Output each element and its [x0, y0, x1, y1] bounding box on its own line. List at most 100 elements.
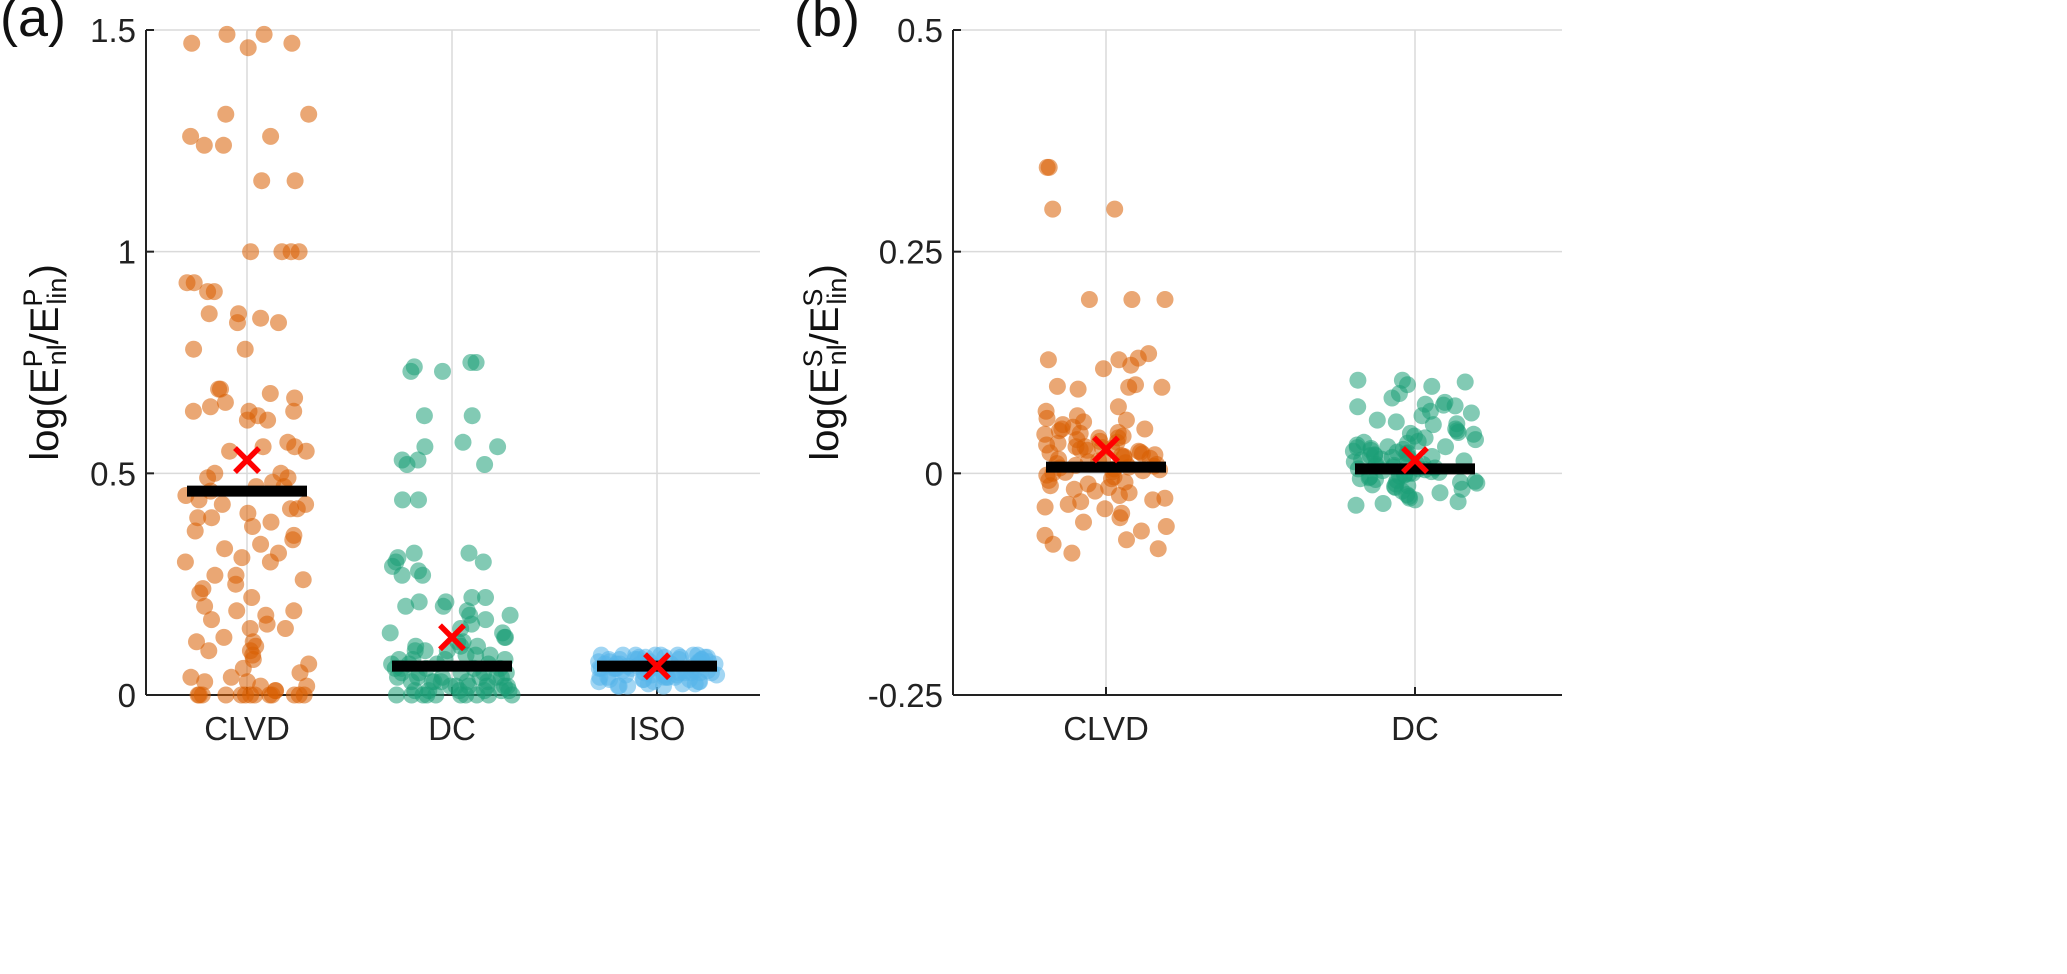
data-point [1347, 496, 1365, 514]
data-point [241, 620, 259, 637]
data-point [1449, 493, 1467, 511]
data-point [216, 393, 234, 411]
data-point [434, 597, 452, 615]
data-point [1069, 380, 1087, 398]
data-point [188, 633, 205, 651]
data-point [218, 25, 236, 43]
x-tick-label: ISO [629, 710, 686, 747]
data-point [416, 438, 434, 456]
data-point [414, 566, 432, 584]
y-tick-label: 0.25 [879, 234, 943, 271]
data-point [467, 354, 485, 371]
mean-marker [1092, 435, 1120, 464]
data-point [1449, 424, 1467, 441]
data-point [227, 575, 245, 593]
data-point [239, 39, 257, 57]
data-point [276, 620, 294, 637]
data-point [206, 566, 224, 584]
series-iso [590, 646, 726, 695]
data-point [191, 584, 209, 602]
data-point [243, 589, 261, 606]
series-dc [381, 354, 521, 704]
y-axis-label: log(EPnl/EPlin) [18, 264, 72, 461]
data-point [196, 597, 214, 615]
data-point [255, 25, 273, 43]
mean-marker [1401, 446, 1429, 474]
data-point [1036, 498, 1054, 516]
data-point [1048, 377, 1066, 395]
y-axis-label-part: nl [822, 344, 852, 365]
data-point [286, 389, 304, 407]
x-tick-label: CLVD [204, 710, 290, 747]
data-point [397, 597, 415, 615]
y-axis-label-part: S [798, 289, 828, 307]
data-point [1153, 378, 1171, 396]
data-point [263, 686, 281, 704]
data-point [639, 675, 657, 693]
data-point [398, 456, 416, 473]
data-point [1122, 356, 1140, 374]
data-point [1144, 491, 1162, 509]
y-axis-label-part: ) [23, 264, 67, 277]
data-point [1123, 291, 1141, 308]
data-point [200, 642, 218, 660]
data-point [184, 402, 202, 420]
data-point [270, 314, 287, 332]
data-point [215, 136, 232, 154]
y-tick-label: 1 [118, 234, 136, 271]
data-point [294, 571, 312, 589]
data-point [217, 105, 235, 123]
data-point [258, 615, 276, 633]
data-point [1111, 509, 1129, 527]
data-point [261, 385, 279, 402]
y-axis-label-part: S [798, 349, 828, 367]
data-point [1383, 389, 1401, 407]
data-point [203, 509, 221, 527]
data-point [1039, 351, 1057, 369]
data-point [1374, 495, 1392, 512]
data-point [1136, 420, 1154, 438]
y-tick-label: 0 [925, 455, 943, 492]
data-point [1041, 477, 1059, 495]
y-tick-label: 0.5 [897, 12, 943, 49]
data-point [1446, 397, 1464, 415]
data-point [284, 531, 302, 549]
data-point [674, 675, 692, 693]
data-point [655, 677, 672, 695]
y-tick-label: -0.25 [868, 677, 943, 714]
data-point [476, 456, 494, 473]
data-point [178, 274, 196, 292]
data-point [285, 402, 303, 420]
data-point [1368, 411, 1386, 429]
data-point [1040, 158, 1058, 176]
data-point [489, 438, 507, 456]
data-point [186, 522, 204, 540]
y-axis-label: log(ESnl/ESlin) [798, 264, 852, 461]
data-point [195, 136, 213, 154]
data-point [239, 504, 257, 522]
data-point [286, 172, 304, 190]
y-tick-label: 0 [118, 677, 136, 714]
data-point [389, 668, 406, 686]
data-point [463, 589, 481, 606]
data-point [686, 675, 704, 693]
data-point [199, 283, 217, 301]
data-point [300, 105, 318, 123]
data-point [1117, 411, 1135, 429]
data-point [217, 686, 235, 704]
data-point [232, 686, 250, 704]
data-point [1437, 438, 1454, 456]
data-point [1149, 540, 1167, 558]
data-point [410, 593, 428, 611]
data-point [176, 553, 194, 571]
data-point [242, 243, 260, 261]
data-point [252, 309, 270, 327]
data-point [212, 380, 229, 398]
data-point [262, 127, 280, 145]
data-point [1423, 377, 1441, 395]
data-point [457, 686, 475, 704]
data-point [199, 469, 217, 487]
y-axis-label-part: lin [822, 278, 852, 305]
data-point [189, 509, 207, 527]
data-point [415, 407, 433, 425]
